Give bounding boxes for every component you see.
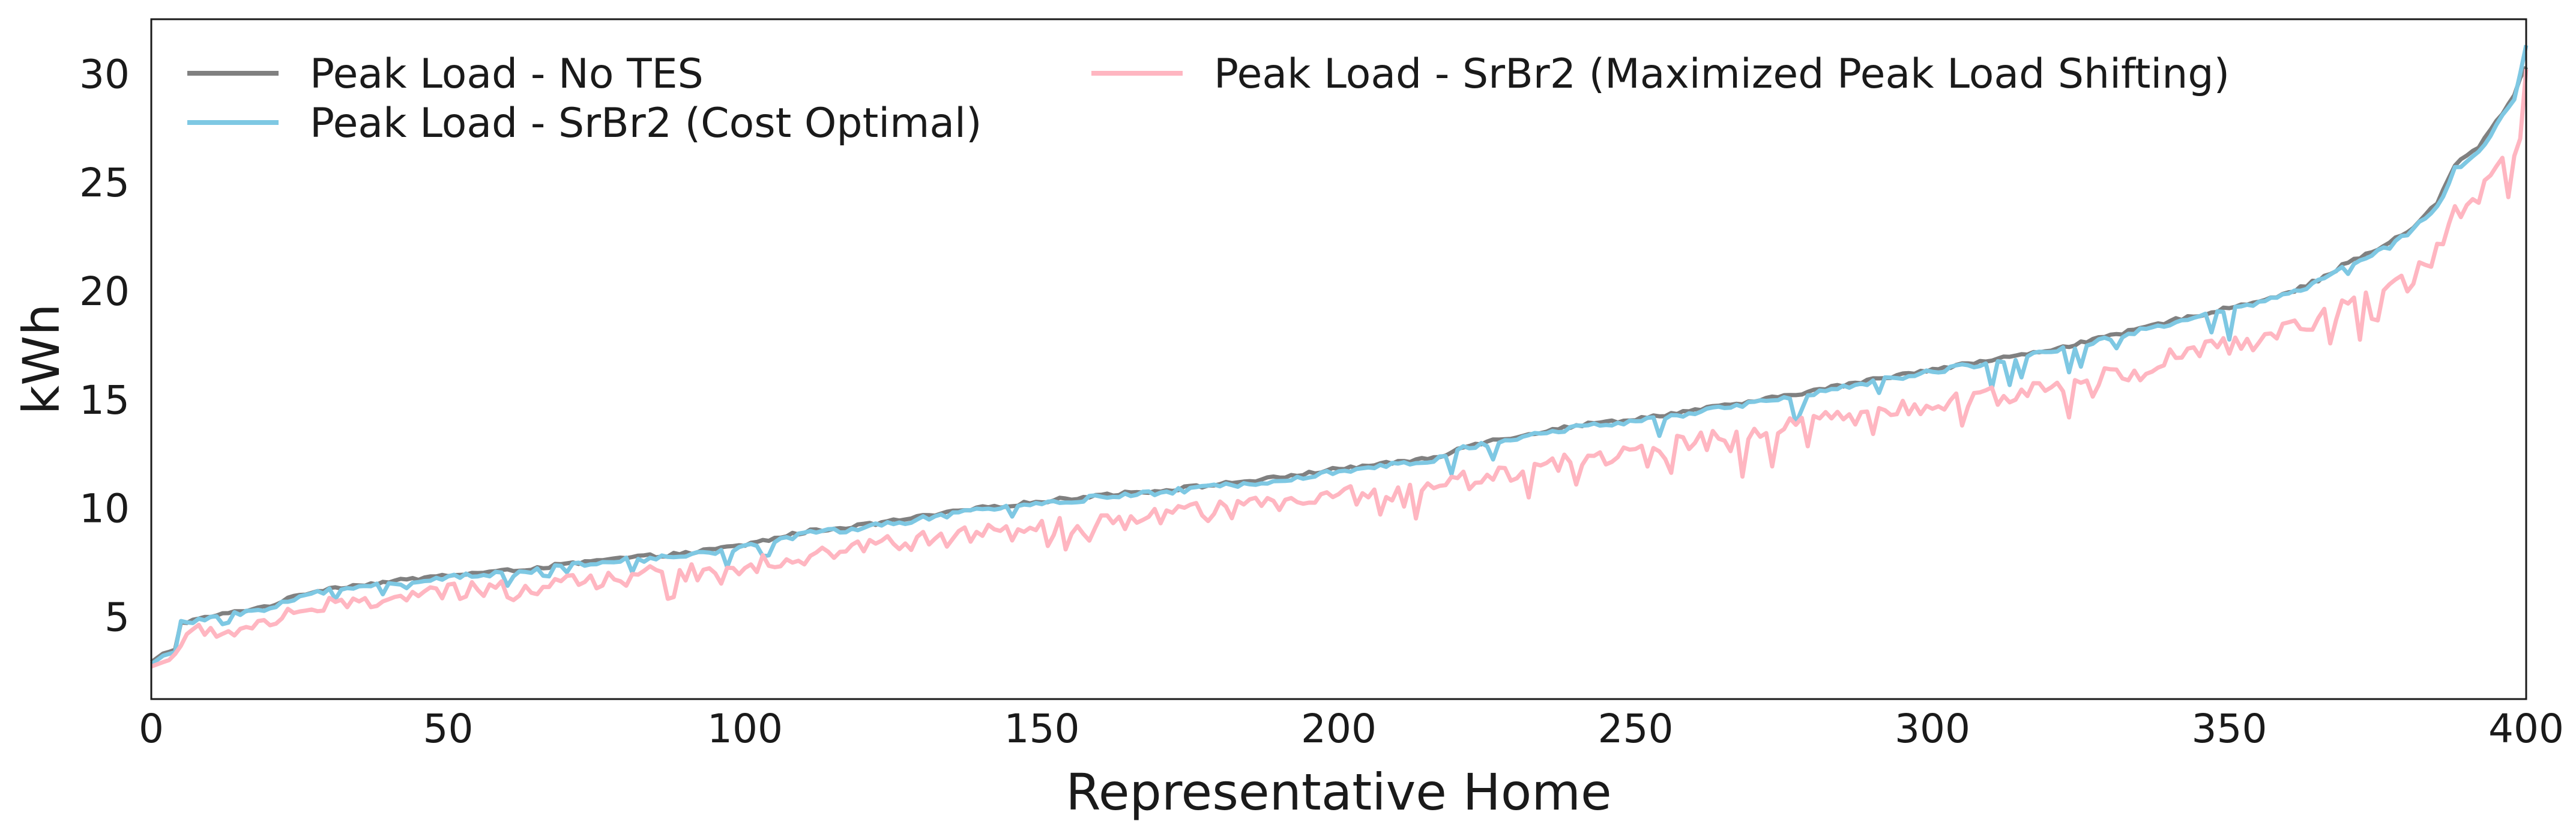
- series-line-max-shifting: [150, 68, 2529, 669]
- x-tick-label: 100: [707, 706, 783, 752]
- y-tick-label: 30: [79, 51, 130, 97]
- x-axis-ticks: 0 50 100 150 200 250 300 350 400: [139, 706, 2564, 752]
- y-tick-label: 15: [79, 377, 130, 423]
- x-tick-label: 350: [2192, 706, 2267, 752]
- y-axis-ticks: 5 10 15 20 25 30: [79, 51, 130, 640]
- legend-label-cost-optimal: Peak Load - SrBr2 (Cost Optimal): [310, 100, 982, 147]
- x-tick-label: 150: [1004, 706, 1080, 752]
- series-layer: [149, 44, 2529, 669]
- x-axis-label: Representative Home: [1066, 763, 1611, 822]
- x-tick-label: 200: [1301, 706, 1377, 752]
- x-tick-label: 250: [1598, 706, 1674, 752]
- x-tick-label: 0: [139, 706, 164, 752]
- series-line-no-tes: [149, 65, 2529, 664]
- x-tick-label: 50: [423, 706, 474, 752]
- legend-label-max-shifting: Peak Load - SrBr2 (Maximized Peak Load S…: [1214, 50, 2230, 98]
- y-axis-label: kWh: [12, 304, 71, 415]
- x-tick-label: 400: [2488, 706, 2564, 752]
- y-tick-label: 5: [104, 595, 130, 641]
- y-tick-label: 20: [79, 268, 130, 315]
- x-tick-label: 300: [1895, 706, 1970, 752]
- y-tick-label: 25: [79, 160, 130, 206]
- legend: Peak Load - No TES Peak Load - SrBr2 (Co…: [187, 50, 2230, 147]
- plot-frame: [150, 18, 2527, 700]
- legend-label-no-tes: Peak Load - No TES: [310, 50, 704, 98]
- y-tick-label: 10: [79, 486, 130, 532]
- series-line-cost-optimal: [149, 44, 2529, 666]
